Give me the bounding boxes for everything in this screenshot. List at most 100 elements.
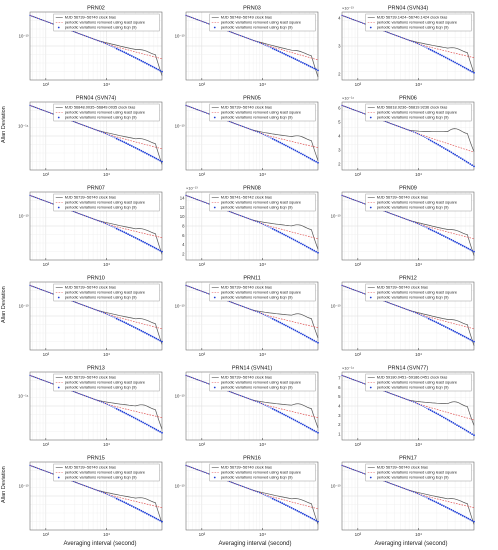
- series-eqn9-point: [86, 215, 88, 217]
- series-eqn9-point: [279, 51, 282, 53]
- plot-frame: [341, 191, 475, 261]
- series-eqn9-point: [130, 145, 133, 147]
- series-eqn9-point: [101, 311, 103, 313]
- series-eqn9-point: [138, 238, 141, 241]
- series-eqn9-point: [247, 127, 249, 130]
- series-eqn9-point: [271, 138, 274, 140]
- series-eqn9-point: [343, 15, 345, 17]
- series-eqn9-point: [31, 195, 33, 197]
- legend-entry: periodic variations removed using least …: [377, 470, 457, 475]
- series-eqn9-point: [313, 249, 316, 252]
- series-eqn9-point: [433, 230, 436, 233]
- panel-title: PRN02: [87, 6, 105, 12]
- series-eqn9-point: [102, 132, 105, 134]
- series-eqn9-point: [441, 146, 443, 148]
- series-eqn9-point: [360, 471, 362, 473]
- series-eqn9-point: [356, 380, 358, 382]
- x-tick-label: 10³: [43, 532, 50, 537]
- legend-marker: [213, 206, 216, 209]
- series-eqn9-point: [95, 219, 97, 221]
- y-tick-label: 12: [180, 205, 185, 210]
- series-eqn9-point: [431, 229, 434, 232]
- series-eqn9-point: [161, 520, 163, 523]
- series-eqn9-point: [198, 109, 200, 111]
- series-eqn9-point: [285, 414, 287, 417]
- series-eqn9-point: [208, 383, 210, 385]
- series-eqn9-point: [459, 333, 462, 336]
- series-eqn9-point: [240, 35, 242, 37]
- series-eqn9-point: [189, 106, 191, 108]
- series-eqn9-point: [294, 419, 297, 422]
- series-eqn9-point: [200, 380, 202, 382]
- series-eqn9-point: [458, 242, 460, 245]
- series-eqn9-point: [108, 404, 110, 406]
- series-eqn9-point: [307, 64, 310, 67]
- x-tick-label: 10³: [199, 172, 206, 177]
- series-eqn9-point: [243, 486, 246, 488]
- panel-2: PRN03 10³ 10⁴ 10⁻¹³ MJD 56748~56749 clock bi…: [175, 6, 319, 87]
- series-eqn9-point: [123, 411, 126, 414]
- series-eqn9-point: [161, 250, 163, 253]
- series-eqn9-point: [232, 212, 234, 214]
- series-eqn9-point: [147, 153, 150, 156]
- series-eqn9-point: [147, 513, 150, 516]
- series-eqn9-point: [257, 401, 259, 403]
- series-eqn9-point: [290, 417, 293, 420]
- series-eqn9-point: [283, 413, 285, 416]
- series-eqn9-point: [345, 466, 347, 468]
- series-eqn9-point: [429, 409, 432, 412]
- series-eqn9-point: [146, 242, 148, 245]
- x-tick-label: 10³: [199, 82, 206, 87]
- series-eqn9-point: [155, 428, 158, 431]
- panel-7: PRN07 10³ 10⁴ 10⁻¹³ MJD 56739~56740 clock bi…: [19, 186, 163, 267]
- series-eqn9-point: [206, 472, 208, 474]
- series-eqn9-point: [84, 215, 86, 217]
- series-eqn9-point: [341, 374, 343, 376]
- series-eqn9-point: [230, 481, 232, 483]
- series-eqn9-point: [52, 203, 54, 205]
- series-eqn9-point: [91, 397, 93, 400]
- series-eqn9-point: [157, 518, 160, 521]
- series-eqn9-point: [341, 194, 343, 196]
- series-eqn9-point: [104, 312, 106, 315]
- series-eqn9-point: [364, 293, 366, 295]
- series-eqn9-point: [471, 249, 473, 252]
- series-eqn9-point: [149, 154, 152, 157]
- series-eqn9-point: [206, 112, 208, 114]
- series-eqn9-point: [189, 376, 191, 378]
- series-eqn9-point: [292, 328, 295, 331]
- series-eqn9-point: [114, 317, 116, 319]
- series-eqn9-point: [403, 397, 405, 400]
- series-eqn9-point: [350, 198, 352, 200]
- plot-frame: [185, 191, 319, 261]
- panel-3: PRN04 (SVN34) 10³ 10⁴ 4 3 2 ×10⁻¹³ MJD 56739.14…: [338, 6, 475, 87]
- series-eqn9-point: [87, 306, 90, 308]
- series-eqn9-point: [243, 36, 246, 38]
- series-eqn9-point: [108, 44, 110, 46]
- series-eqn9-point: [249, 308, 251, 310]
- y-tick-label: 3: [338, 44, 341, 49]
- series-eqn9-point: [119, 499, 122, 502]
- series-eqn9-point: [99, 130, 101, 132]
- series-eqn9-point: [125, 412, 128, 415]
- x-tick-label: 10⁴: [103, 172, 110, 177]
- series-eqn9-point: [242, 215, 244, 217]
- series-eqn9-point: [50, 472, 52, 474]
- series-eqn9-point: [420, 134, 422, 137]
- series-eqn9-point: [416, 312, 418, 315]
- series-eqn9-point: [364, 383, 366, 385]
- series-eqn9-point: [354, 469, 356, 471]
- panel-title: PRN15: [87, 456, 105, 462]
- series-eqn9-point: [288, 55, 291, 58]
- series-eqn9-point: [29, 194, 31, 196]
- series-eqn9-point: [270, 497, 272, 499]
- series-eqn9-point: [189, 466, 191, 468]
- series-eqn9-point: [31, 105, 33, 107]
- series-eqn9-point: [473, 340, 475, 343]
- series-eqn9-point: [341, 104, 343, 106]
- x-axis-label-col2: Averaging interval (second): [218, 541, 292, 547]
- series-eqn9-point: [433, 320, 436, 323]
- series-eqn9-point: [29, 464, 31, 466]
- series-eqn9-point: [89, 307, 91, 309]
- series-eqn9-point: [257, 311, 259, 313]
